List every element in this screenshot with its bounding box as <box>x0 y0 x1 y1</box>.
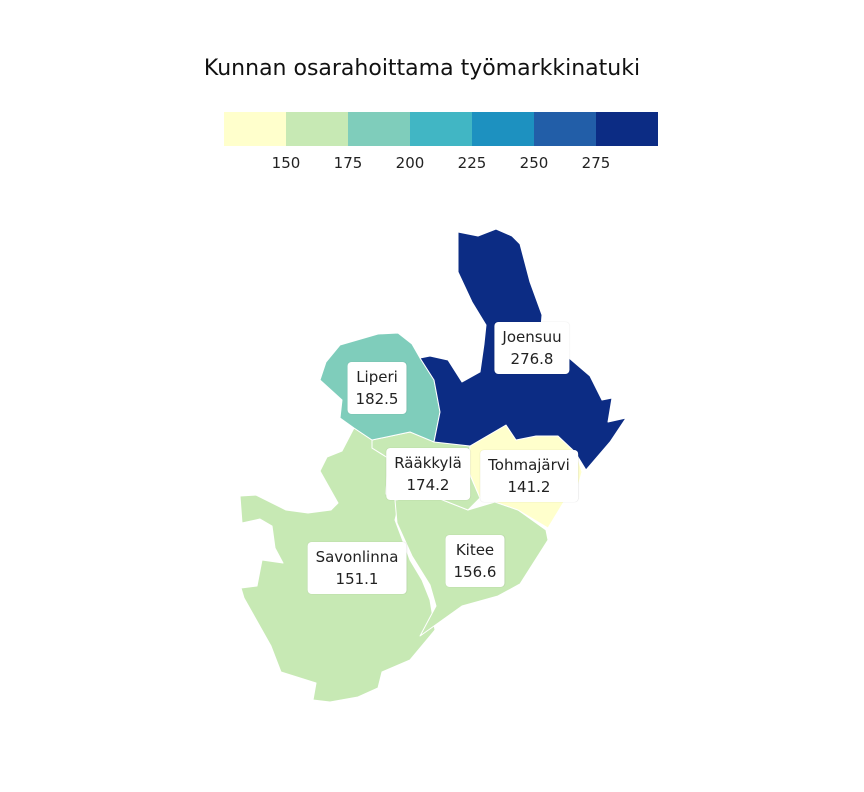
legend-swatch-4 <box>410 112 472 146</box>
label-joensuu: Joensuu 276.8 <box>494 322 570 374</box>
legend-tick-label: 250 <box>519 154 549 172</box>
region-name: Joensuu <box>502 328 562 346</box>
label-raakkyla: Rääkkylä 174.2 <box>386 448 470 500</box>
region-name: Rääkkylä <box>394 454 462 472</box>
legend-tick-label: 150 <box>271 154 301 172</box>
legend-swatch-3 <box>348 112 410 146</box>
region-value: 174.2 <box>406 476 450 494</box>
map-title: Kunnan osarahoittama työmarkkinatuki <box>203 56 641 81</box>
legend-swatch-2 <box>286 112 348 146</box>
legend-swatch-6 <box>534 112 596 146</box>
legend-tick-label: 200 <box>395 154 425 172</box>
region-name: Tohmajärvi <box>488 456 570 474</box>
region-value: 276.8 <box>510 350 554 368</box>
legend-swatch-5 <box>472 112 534 146</box>
region-value: 156.6 <box>453 563 497 581</box>
legend-swatch-7 <box>596 112 658 146</box>
legend-tick-label: 225 <box>457 154 487 172</box>
color-legend: 150 175 200 225 250 275 <box>0 0 864 200</box>
legend-tick-label: 275 <box>581 154 611 172</box>
label-kitee: Kitee 156.6 <box>445 535 505 587</box>
region-name: Savonlinna <box>315 548 399 566</box>
region-name: Liperi <box>356 368 398 386</box>
region-value: 151.1 <box>335 570 379 588</box>
legend-tick-label: 175 <box>333 154 363 172</box>
label-liperi: Liperi 182.5 <box>347 362 407 414</box>
region-value: 141.2 <box>507 478 551 496</box>
legend-swatch-1 <box>224 112 286 146</box>
region-value: 182.5 <box>355 390 399 408</box>
label-tohmajarvi: Tohmajärvi 141.2 <box>480 450 578 502</box>
region-name: Kitee <box>455 541 495 559</box>
label-savonlinna: Savonlinna 151.1 <box>307 542 407 594</box>
